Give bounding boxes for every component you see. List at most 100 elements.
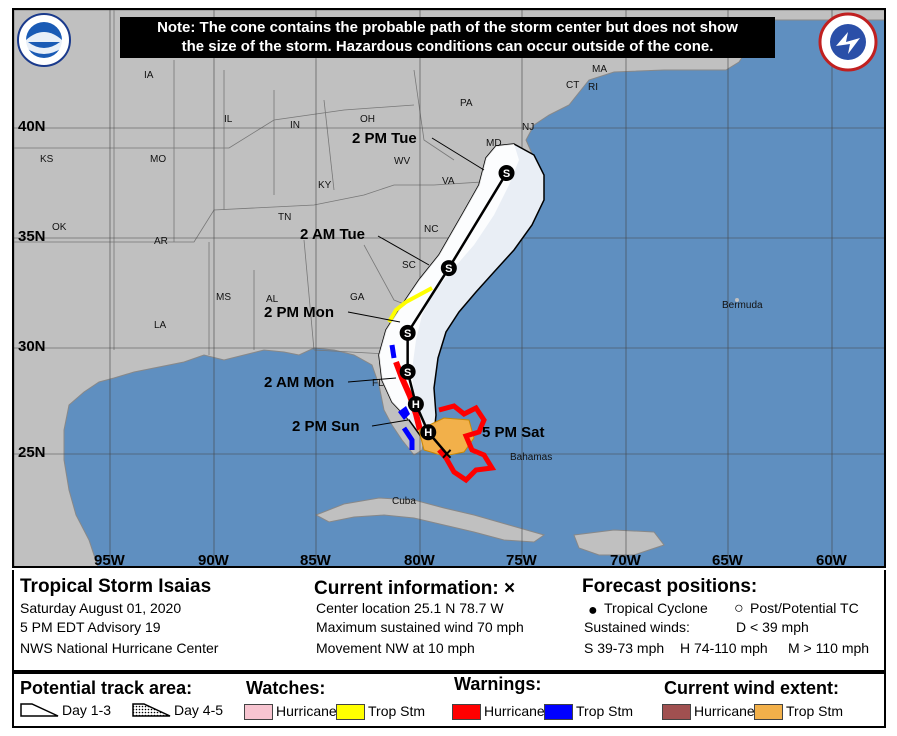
state-label: OH xyxy=(360,114,375,125)
max-wind: Maximum sustained wind 70 mph xyxy=(316,619,524,635)
day13-icon xyxy=(20,703,59,717)
post-tc-icon: ○ xyxy=(734,600,744,617)
lon-label-60w: 60W xyxy=(816,552,847,568)
state-label: IL xyxy=(224,114,233,125)
state-label: NC xyxy=(424,224,439,235)
state-label: MO xyxy=(150,154,167,165)
lon-label-95w: 95W xyxy=(94,552,125,568)
storm-title: Tropical Storm Isaias xyxy=(20,576,212,597)
lon-label-70w: 70W xyxy=(610,552,641,568)
state-label: GA xyxy=(350,292,365,303)
hispaniola-land xyxy=(573,529,665,556)
lon-label-65w: 65W xyxy=(712,552,743,568)
track-area-heading: Potential track area: xyxy=(20,678,193,698)
forecast-point-symbol: H xyxy=(424,427,432,439)
sustained-winds-label: Sustained winds: xyxy=(584,619,690,635)
day45-icon xyxy=(132,703,171,717)
nws-logo xyxy=(818,12,878,72)
d-wind: D < 39 mph xyxy=(736,619,809,635)
lon-label-90w: 90W xyxy=(198,552,229,568)
state-label: TN xyxy=(278,212,292,223)
m-wind: M > 110 mph xyxy=(788,640,870,656)
lat-label-30n: 30N xyxy=(18,338,46,355)
forecast-point-symbol: H xyxy=(412,399,420,411)
hurricane-watch-label: Hurricane xyxy=(276,703,337,719)
lat-label-25n: 25N xyxy=(18,444,46,461)
state-label: WV xyxy=(394,156,411,167)
forecast-point: S xyxy=(399,324,416,341)
forecast-point-symbol: × xyxy=(442,444,453,464)
state-label: IN xyxy=(290,120,300,131)
place-bahamas: Bahamas xyxy=(510,452,553,463)
state-label: PA xyxy=(460,98,473,109)
forecast-point: S xyxy=(399,363,416,380)
state-label: FL xyxy=(372,378,384,389)
state-label: KY xyxy=(318,180,332,191)
current-info-heading: Current information: × xyxy=(314,578,516,599)
trop-storm-warning-coast xyxy=(389,344,397,359)
state-label: MD xyxy=(486,138,502,149)
north-america-land xyxy=(14,10,884,566)
state-label: MA xyxy=(592,64,607,75)
forecast-point: H xyxy=(407,396,424,413)
storm-date: Saturday August 01, 2020 xyxy=(20,600,182,616)
place-cuba: Cuba xyxy=(392,496,416,507)
state-label: CT xyxy=(566,80,580,91)
wind-extent-heading: Current wind extent: xyxy=(664,678,840,698)
lat-label-40n: 40N xyxy=(18,118,46,135)
trop-storm-wind-label: Trop Stm xyxy=(786,703,844,719)
day13-label: Day 1-3 xyxy=(62,702,112,718)
state-label: AL xyxy=(266,294,279,305)
noaa-logo xyxy=(17,13,71,67)
forecast-point-marker xyxy=(407,396,424,413)
state-label: NJ xyxy=(522,122,535,133)
bahamas-hurricane-warning xyxy=(437,403,497,484)
forecast-point-symbol: S xyxy=(404,328,411,340)
hurricane-watch-swatch xyxy=(244,704,273,720)
tropical-cyclone-icon: ● xyxy=(588,602,598,619)
trop-storm-warning-swatch xyxy=(544,704,573,720)
callout-lines xyxy=(347,137,485,427)
lon-label-75w: 75W xyxy=(506,552,537,568)
state-label: OK xyxy=(52,222,67,233)
h-wind: H 74-110 mph xyxy=(680,640,768,656)
lat-label-35n: 35N xyxy=(18,228,46,245)
center-location: Center location 25.1 N 78.7 W xyxy=(316,600,504,616)
forecast-label-5pm-sat: 5 PM Sat xyxy=(482,424,545,441)
storm-center: NWS National Hurricane Center xyxy=(20,640,219,656)
cone-note-line2: the size of the storm. Hazardous conditi… xyxy=(181,38,714,55)
hurricane-wind-swatch xyxy=(662,704,691,720)
lon-label-80w: 80W xyxy=(404,552,435,568)
forecast-heading: Forecast positions: xyxy=(582,576,758,597)
post-tc-label: Post/Potential TC xyxy=(750,600,859,616)
forecast-label-2am-tue: 2 AM Tue xyxy=(300,226,366,243)
forecast-points: × H H S S S S xyxy=(399,165,515,464)
trop-storm-watch-coast xyxy=(387,286,433,324)
hurricane-warning-swatch xyxy=(452,704,481,720)
forecast-point-marker xyxy=(440,260,457,277)
s-wind: S 39-73 mph xyxy=(584,640,665,656)
state-label: KS xyxy=(40,154,54,165)
forecast-point-symbol: S xyxy=(404,367,411,379)
forecast-cone-outer xyxy=(379,144,519,420)
warnings-heading: Warnings: xyxy=(454,674,542,694)
map: × H H S S S S 40N 35N 30N 25N 95W 90W 85W 80W … xyxy=(12,8,886,568)
movement: Movement NW at 10 mph xyxy=(316,640,475,656)
place-bermuda: Bermuda xyxy=(722,300,763,311)
lon-label-85w: 85W xyxy=(300,552,331,568)
cone-note: Note: The cone contains the probable pat… xyxy=(120,17,775,58)
forecast-point-marker xyxy=(399,363,416,380)
state-label: SC xyxy=(402,260,416,271)
forecast-point: S xyxy=(440,260,457,277)
forecast-point-marker xyxy=(399,324,416,341)
watches-heading: Watches: xyxy=(246,678,326,698)
trop-storm-wind-swatch xyxy=(754,704,783,720)
info-panel: Tropical Storm Isaias Saturday August 01… xyxy=(12,570,886,672)
state-borders xyxy=(14,10,515,356)
trop-storm-watch-label: Trop Stm xyxy=(368,703,426,719)
trop-storm-warning-west xyxy=(401,426,415,450)
state-label: AR xyxy=(154,236,168,247)
legend-panel: Potential track area: Day 1-3 Day 4-5 Wa… xyxy=(12,672,886,728)
forecast-point-marker xyxy=(420,424,437,441)
forecast-point: × xyxy=(442,444,453,464)
